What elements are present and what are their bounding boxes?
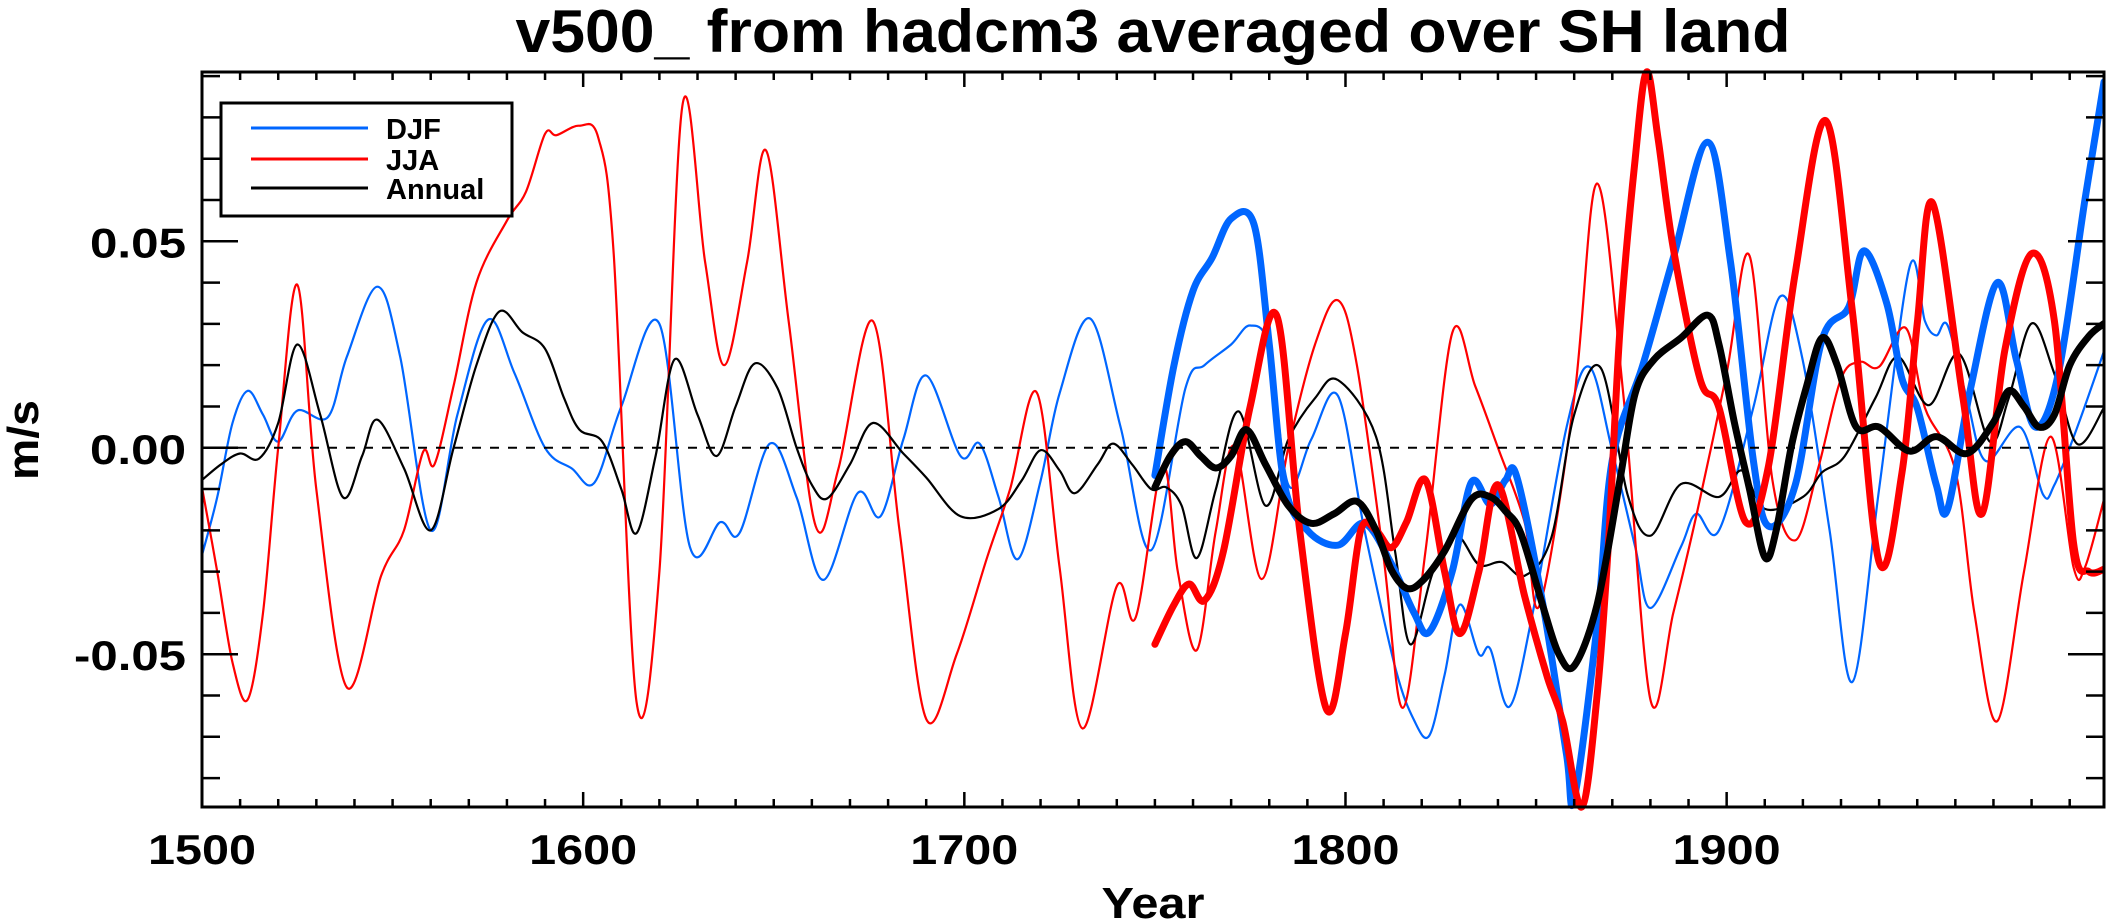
series-line-jja — [202, 95, 2104, 730]
y-axis-label: m/s — [0, 400, 48, 480]
plot-frame — [200, 70, 2106, 809]
tick-labels: 1500 1600 1700 1800 1900 -0.05 0.00 0.05 — [74, 219, 1781, 873]
x-tick-label: 1900 — [1673, 826, 1781, 873]
x-tick-label: 1600 — [529, 826, 637, 873]
y-tick-label: 0.00 — [90, 426, 186, 473]
y-tick-label: -0.05 — [74, 632, 186, 679]
y-tick-label: 0.05 — [90, 219, 186, 266]
series-line-jja-from-1750-thick — [1151, 68, 2104, 811]
series-line-djf — [202, 259, 2104, 740]
chart-title: v500_ from hadcm3 averaged over SH land — [516, 0, 1791, 65]
x-tick-label: 1700 — [910, 826, 1018, 873]
legend-label-jja: JJA — [386, 145, 439, 177]
series-line-annual-from-1750-thick — [1151, 311, 2104, 673]
axes — [200, 70, 2106, 809]
x-tick-label: 1500 — [148, 826, 256, 873]
series-layer — [202, 68, 2104, 811]
x-axis-label: Year — [1102, 879, 1205, 924]
x-tick-label: 1800 — [1291, 826, 1399, 873]
legend-label-djf: DJF — [386, 114, 441, 146]
legend-label-annual: Annual — [386, 174, 484, 206]
